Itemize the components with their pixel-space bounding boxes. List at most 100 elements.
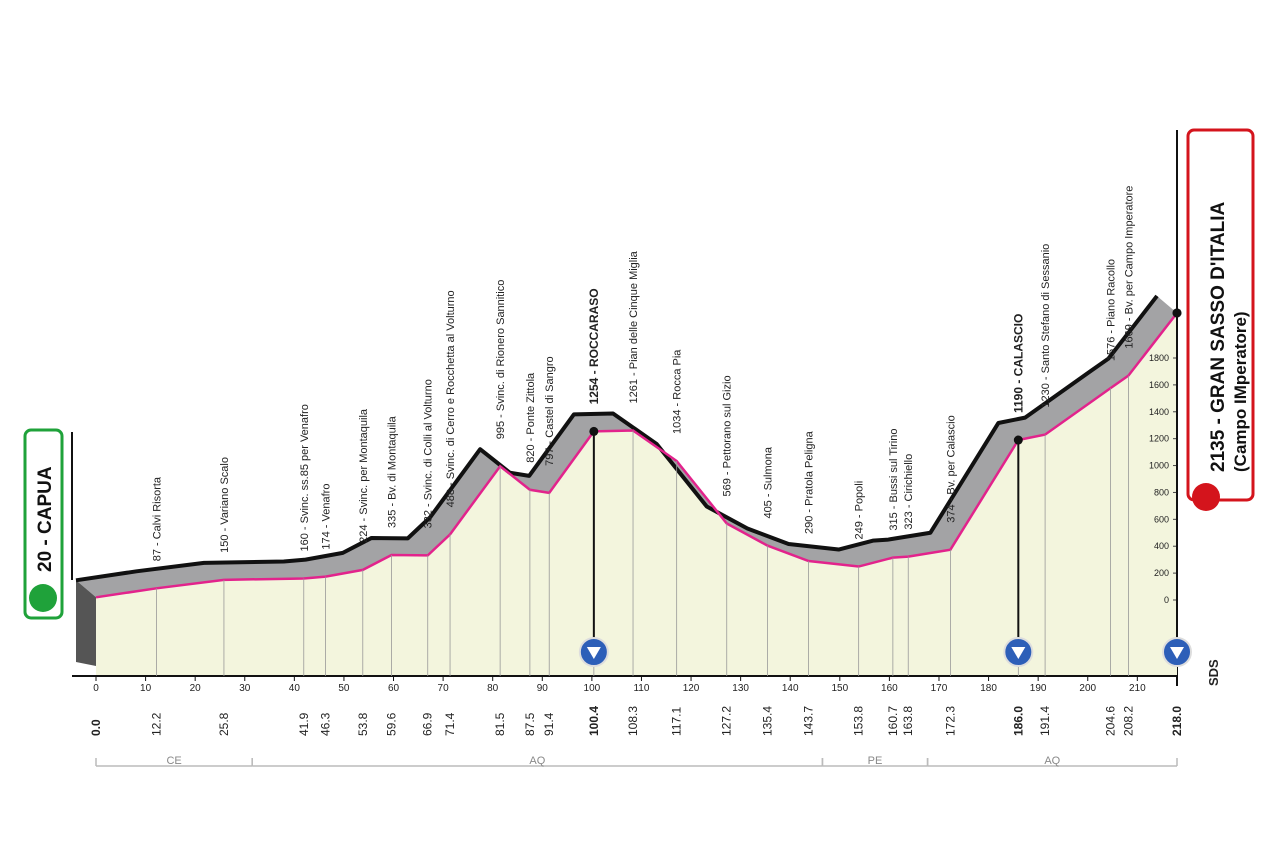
y-tick-label: 200 <box>1154 568 1169 578</box>
y-tick-label: 1000 <box>1149 461 1169 471</box>
x-tick-label: 140 <box>782 683 799 694</box>
finish-box <box>1186 128 1255 502</box>
x-tick-label: 200 <box>1079 683 1096 694</box>
x-tick-label: 30 <box>239 683 251 694</box>
x-tick-label: 170 <box>931 683 948 694</box>
km-label: 41.9 <box>297 712 311 736</box>
finish-sublabel: (Campo IMperatore) <box>1231 311 1250 472</box>
km-label: 208.2 <box>1121 706 1135 736</box>
y-tick-label: 1400 <box>1149 407 1169 417</box>
waypoint-label: 1261 - Pian delle Cinque Miglia <box>628 250 640 403</box>
km-label: 160.7 <box>886 706 900 736</box>
x-tick-label: 120 <box>683 683 700 694</box>
y-tick-label: 1800 <box>1149 353 1169 363</box>
km-label: 25.8 <box>217 712 231 736</box>
start-label: 20 - CAPUA <box>35 466 56 572</box>
waypoint-label: 290 - Pratola Peligna <box>804 430 816 534</box>
x-tick-label: 40 <box>289 683 301 694</box>
km-label: 100.4 <box>587 706 601 736</box>
waypoint-label: 160 - Svinc. ss.85 per Venafro <box>299 404 311 551</box>
waypoint-label: 1034 - Rocca Pia <box>672 349 684 434</box>
km-label: 87.5 <box>523 712 537 736</box>
waypoint-label: 332 - Svinc. di Colli al Volturno <box>423 379 435 528</box>
km-label: 117.1 <box>670 707 684 736</box>
waypoint-label: 87 - Calvi Risorta <box>151 476 163 561</box>
km-label: 143.7 <box>802 706 816 736</box>
x-tick-label: 70 <box>438 683 450 694</box>
x-tick-label: 20 <box>190 683 202 694</box>
kom-triangle <box>1170 647 1184 659</box>
region-label: AQ <box>1044 755 1060 767</box>
km-label: 59.6 <box>385 712 399 736</box>
waypoint-label: 1190 - CALASCIO <box>1011 314 1025 413</box>
km-label: 108.3 <box>626 706 640 736</box>
km-label: 135.4 <box>760 706 774 736</box>
region-label: CE <box>166 755 181 767</box>
x-tick-label: 80 <box>487 683 499 694</box>
x-tick-label: 150 <box>831 683 848 694</box>
kom-triangle <box>1011 647 1026 659</box>
waypoint-label: 374 - Bv. per Calascio <box>945 415 957 522</box>
km-label: 81.5 <box>493 712 507 736</box>
y-tick-label: 1600 <box>1149 380 1169 390</box>
x-tick-label: 110 <box>633 683 649 694</box>
region-label: AQ <box>529 755 545 767</box>
relief-side <box>76 580 96 666</box>
waypoint-label: 174 - Venafro <box>321 484 333 550</box>
km-label: 71.4 <box>443 712 457 736</box>
x-tick-label: 130 <box>732 683 749 694</box>
waypoint-label: 995 - Svinc. di Rionero Sannitico <box>495 280 507 440</box>
waypoint-label: 405 - Sulmona <box>762 446 774 518</box>
km-label: 153.8 <box>852 706 866 736</box>
waypoint-label: 797 - Castel di Sangro <box>544 356 556 465</box>
km-label: 91.4 <box>542 712 556 736</box>
start-box <box>23 428 64 620</box>
km-label: 172.3 <box>943 706 957 736</box>
region-label: PE <box>868 755 883 767</box>
y-tick-label: 0 <box>1164 595 1169 605</box>
y-tick-label: 400 <box>1154 541 1169 551</box>
waypoint-label: 488 - Svinc. di Cerro e Rocchetta al Vol… <box>445 290 457 507</box>
x-tick-label: 60 <box>388 683 400 694</box>
waypoint-label: 569 - Pettorano sul Gizio <box>722 375 734 496</box>
x-tick-label: 210 <box>1129 683 1146 694</box>
waypoint-label: 1254 - ROCCARASO <box>587 288 601 404</box>
start-icon <box>29 584 57 612</box>
logo: SDS <box>1206 659 1221 686</box>
x-tick-label: 100 <box>584 683 601 694</box>
x-tick-label: 180 <box>980 683 997 694</box>
finish-label: 2135 - GRAN SASSO D'ITALIA <box>1208 202 1229 472</box>
waypoint-label: 820 - Ponte Zittola <box>525 372 537 463</box>
y-tick-label: 800 <box>1154 487 1169 497</box>
relief-top <box>75 294 1159 583</box>
km-label: 66.9 <box>421 712 435 736</box>
kom-point <box>1013 435 1023 445</box>
km-label: 218.0 <box>1170 706 1184 736</box>
waypoint-label: 224 - Svinc. per Montaquila <box>358 408 370 543</box>
x-tick-label: 10 <box>140 683 152 694</box>
km-label: 53.8 <box>356 712 370 736</box>
waypoint-label: 1230 - Santo Stefano di Sessanio <box>1040 244 1052 408</box>
km-label: 0.0 <box>89 719 103 736</box>
area <box>96 312 1177 676</box>
waypoint-label: 249 - Popoli <box>854 481 866 540</box>
finish-point <box>1172 308 1182 318</box>
waypoint-label: 335 - Bv. di Montaquila <box>387 415 399 528</box>
km-label: 12.2 <box>149 712 163 736</box>
x-tick-label: 160 <box>881 683 898 694</box>
km-label: 191.4 <box>1038 706 1052 736</box>
km-label: 186.0 <box>1011 706 1025 736</box>
km-label: 127.2 <box>720 706 734 736</box>
waypoint-label: 1669 - Bv. per Campo Imperatore <box>1123 186 1135 349</box>
kom-point <box>589 426 599 436</box>
km-label: 163.8 <box>901 706 915 736</box>
x-tick-label: 190 <box>1030 683 1047 694</box>
x-tick-label: 90 <box>537 683 549 694</box>
km-label: 46.3 <box>319 712 333 736</box>
kom-triangle <box>586 647 601 659</box>
waypoint-label: 315 - Bussi sul Tirino <box>888 429 900 531</box>
x-tick-label: 50 <box>338 683 350 694</box>
relief-band <box>76 295 1177 598</box>
waypoint-label: 323 - Cirichiello <box>903 454 915 530</box>
